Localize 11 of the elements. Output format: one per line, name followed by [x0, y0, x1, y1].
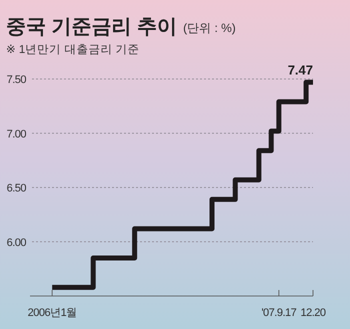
- y-tick-label: 6.00: [6, 236, 26, 249]
- annotation: 7.47: [288, 62, 313, 78]
- y-axis-title: (단위 : %): [183, 21, 236, 35]
- x-tick-label: 2006년1월: [28, 307, 77, 319]
- y-tick-label: 6.50: [6, 182, 26, 194]
- x-tick-label: '07.9.17: [261, 307, 297, 319]
- y-tick-label: 7.50: [6, 74, 26, 86]
- y-tick-label: 7.00: [6, 128, 26, 140]
- x-tick-label: 12.20: [300, 307, 326, 319]
- chart-title: 중국 기준금리 추이: [6, 16, 178, 38]
- chart-subtitle: ※ 1년만기 대출금리 기준: [6, 43, 140, 56]
